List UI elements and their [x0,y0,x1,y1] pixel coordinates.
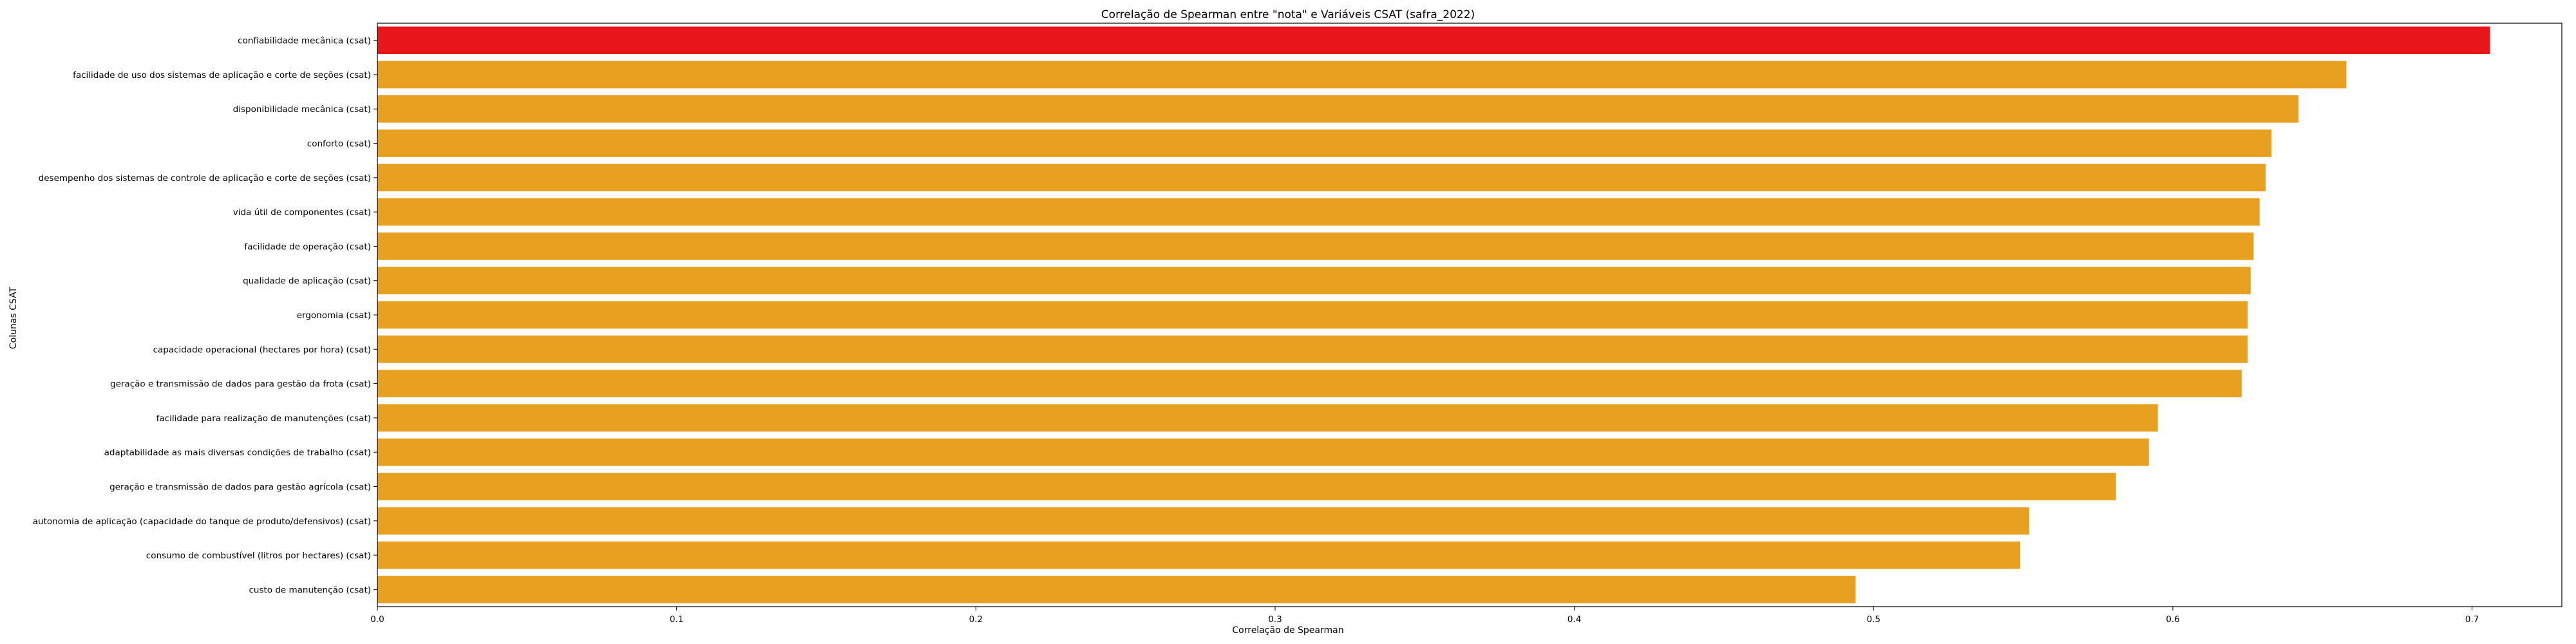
y-tick-label: ergonomia (csat) [297,310,371,321]
y-tick-label: geração e transmissão de dados para gest… [109,482,371,492]
y-tick-label: facilidade de operação (csat) [244,242,371,252]
bar [377,335,2248,363]
y-tick-label: adaptabilidade as mais diversas condiçõe… [104,448,371,458]
bar [377,267,2251,295]
y-tick-label: facilidade para realização de manutençõe… [156,413,371,424]
bar [377,404,2158,432]
y-tick-label: disponibilidade mecânica (csat) [233,104,371,115]
bar [377,438,2149,466]
bar [377,129,2272,157]
bar [377,26,2490,54]
bar [377,576,1856,603]
bar [377,164,2266,192]
y-tick-label: geração e transmissão de dados para gest… [110,379,371,390]
x-tick-labels: 0.0 0.1 0.2 0.3 0.4 0.5 0.6 0.7 [370,607,2479,625]
y-tick-label: desempenho dos sistemas de controle de a… [39,173,371,184]
bar [377,507,2029,535]
x-tick-label: 0.3 [1268,614,1282,625]
bar [377,370,2242,397]
bars-layer [377,26,2490,603]
y-tick-label: facilidade de uso dos sistemas de aplica… [73,70,371,80]
bar [377,61,2347,89]
x-tick-label: 0.1 [670,614,683,625]
bar [377,473,2116,500]
y-axis-label: Colunas CSAT [8,287,19,349]
y-tick-labels: confiabilidade mecânica (csat) facilidade… [33,36,377,595]
x-tick-label: 0.5 [1867,614,1880,625]
y-tick-label: capacidade operacional (hectares por hor… [153,345,371,355]
y-tick-label: consumo de combustível (litros por hecta… [146,551,371,561]
x-tick-label: 0.0 [370,614,384,625]
y-tick-label: conforto (csat) [307,139,371,149]
y-tick-label: custo de manutenção (csat) [249,585,371,595]
plot-frame [377,23,2562,607]
y-tick-label: confiabilidade mecânica (csat) [238,36,371,46]
x-tick-label: 0.2 [969,614,983,625]
bar [377,301,2248,329]
bar [377,232,2254,260]
y-tick-label: vida útil de componentes (csat) [233,207,371,218]
x-axis-label: Correlação de Spearman [1232,625,1343,636]
bar [377,541,2020,569]
x-tick-label: 0.6 [2166,614,2179,625]
y-tick-label: autonomia de aplicação (capacidade do ta… [33,516,371,527]
y-tick-label: qualidade de aplicação (csat) [243,276,371,287]
bar [377,198,2260,226]
x-tick-label: 0.4 [1567,614,1581,625]
bar [377,95,2299,123]
chart-title: Correlação de Spearman entre "nota" e Va… [1101,8,1475,21]
x-tick-label: 0.7 [2465,614,2479,625]
